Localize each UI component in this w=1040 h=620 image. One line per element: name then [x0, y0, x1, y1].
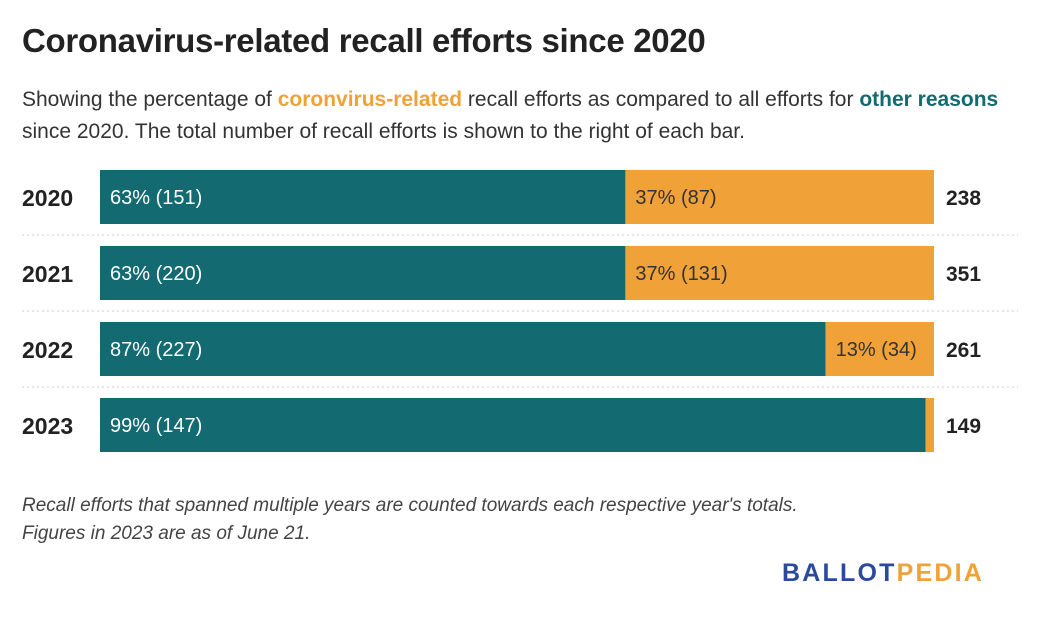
total-label: 261	[946, 339, 981, 362]
logo-part-2: PEDIA	[896, 559, 984, 587]
bar-segment-other	[100, 322, 826, 376]
ballotpedia-logo: BALLOTPEDIA	[782, 559, 984, 588]
legend-covid-label: coronvirus-related	[277, 88, 463, 111]
bar-segment-other	[100, 170, 626, 224]
data-label-other: 63% (151)	[110, 187, 202, 209]
total-label: 149	[946, 415, 981, 438]
category-label: 2022	[22, 337, 73, 363]
bar-segment-covid	[625, 170, 934, 224]
data-label-other: 87% (227)	[110, 339, 202, 361]
category-label: 2023	[22, 413, 73, 439]
data-label-covid: 37% (131)	[635, 263, 727, 285]
data-label-other: 63% (220)	[110, 263, 202, 285]
subtitle-text-3: since 2020. The total number of recall e…	[22, 120, 745, 143]
bar-segment-covid	[825, 322, 934, 376]
bar-segment-other	[100, 398, 926, 452]
bar-segment-covid	[925, 398, 934, 452]
category-label: 2021	[22, 261, 73, 287]
data-label-covid: 13% (34)	[836, 339, 917, 361]
data-label-covid: 37% (87)	[635, 187, 716, 209]
chart-subtitle: Showing the percentage of coronvirus-rel…	[22, 84, 1022, 148]
chart-title: Coronavirus-related recall efforts since…	[22, 22, 706, 59]
footnote: Recall efforts that spanned multiple yea…	[22, 492, 1022, 548]
category-label: 2020	[22, 185, 73, 211]
subtitle-text-2: recall efforts as compared to all effort…	[462, 88, 860, 111]
footnote-line-2: Figures in 2023 are as of June 21.	[22, 523, 311, 544]
footnote-line-1: Recall efforts that spanned multiple yea…	[22, 495, 798, 516]
total-label: 238	[946, 187, 981, 210]
bar-segment-other	[100, 246, 626, 300]
total-label: 351	[946, 263, 981, 286]
bar-segment-covid	[625, 246, 934, 300]
legend-other-label: other reasons	[859, 88, 999, 111]
data-label-other: 99% (147)	[110, 415, 202, 437]
subtitle-text-1: Showing the percentage of	[22, 88, 278, 111]
logo-part-1: BALLOT	[782, 559, 897, 587]
